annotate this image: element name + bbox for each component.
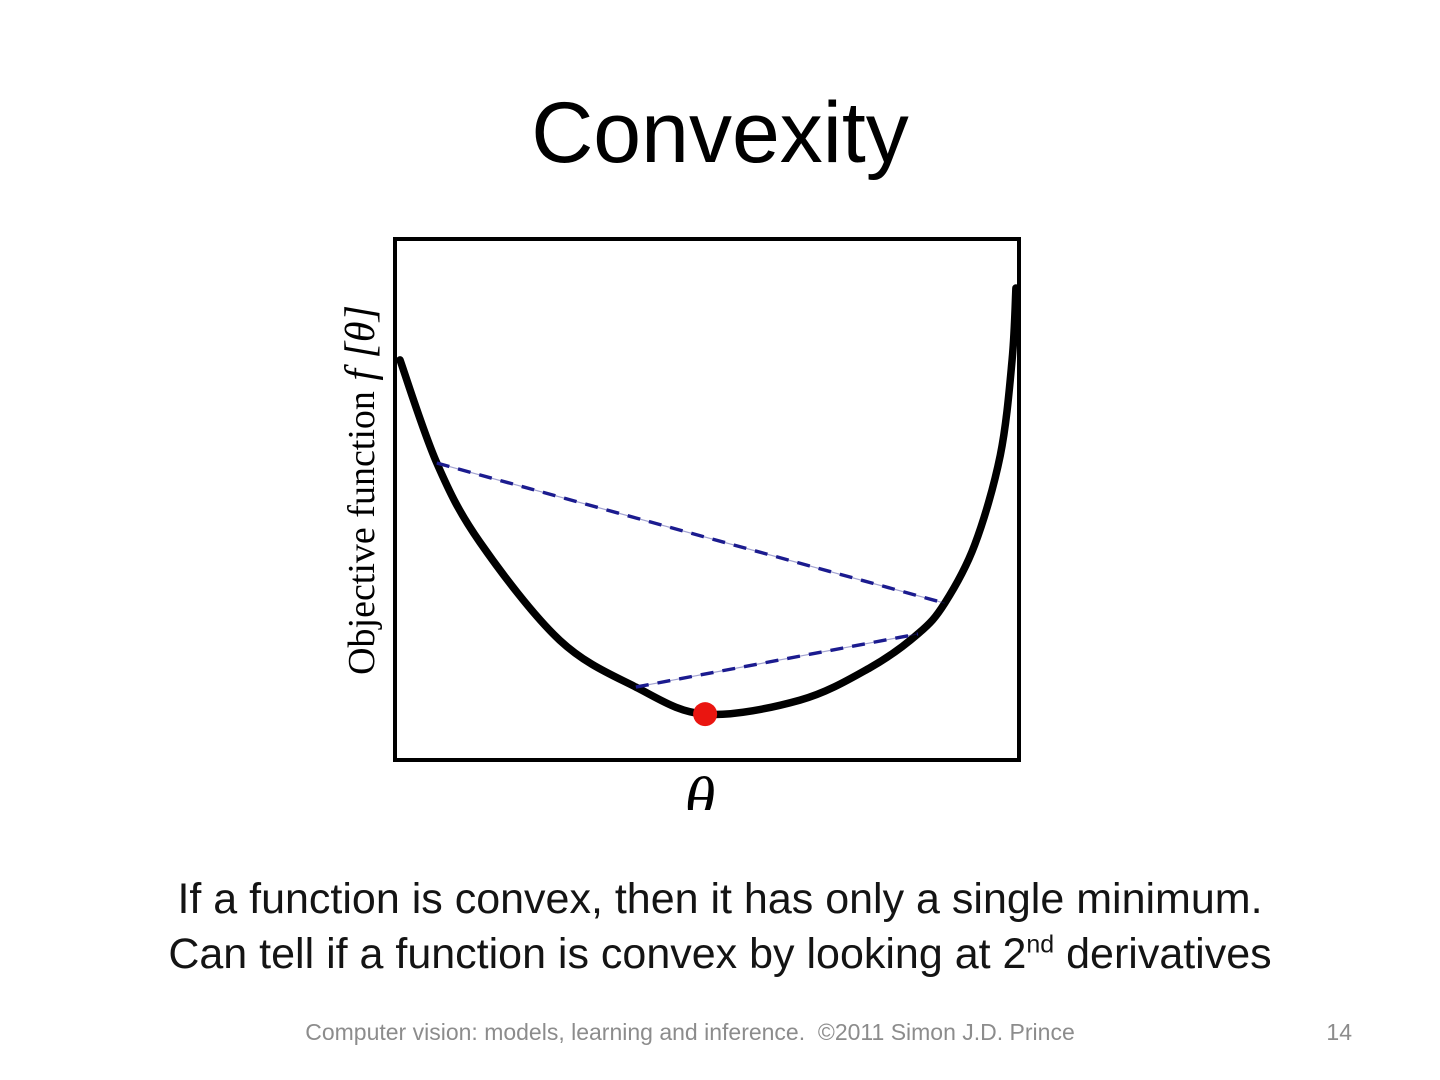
slide-title: Convexity xyxy=(531,85,909,181)
plot-data-layer xyxy=(396,284,1020,727)
chord-upper-underlay-line xyxy=(436,462,945,604)
objective-function-plot: Objective function f [θ] θ xyxy=(330,230,1030,834)
chord-lower-dashed-line xyxy=(635,632,919,689)
body-line-1: If a function is convex, then it has onl… xyxy=(177,875,1263,923)
y-axis-label-math: f [θ] xyxy=(338,305,384,391)
minimum-point-marker xyxy=(693,702,718,727)
body-text-block: If a function is convex, then it has onl… xyxy=(0,872,1440,982)
y-axis-label: Objective function f [θ] xyxy=(338,305,384,675)
plot-canvas: Objective function f [θ] θ xyxy=(338,237,1021,834)
body-line-2-text: Can tell if a function is convex by look… xyxy=(168,930,1027,979)
body-line-2: Can tell if a function is convex by look… xyxy=(0,927,1440,982)
page-number: 14 xyxy=(1326,1019,1352,1045)
objective-function-curve xyxy=(396,284,1020,719)
y-axis-label-text: Objective function xyxy=(341,391,383,675)
footer-text: Computer vision: models, learning and in… xyxy=(305,1019,1075,1045)
body-line-2-suffix: derivatives xyxy=(1054,930,1272,979)
x-axis-label: θ xyxy=(685,766,715,810)
plot-frame xyxy=(393,237,1021,762)
body-line-2-superscript: nd xyxy=(1026,930,1055,959)
